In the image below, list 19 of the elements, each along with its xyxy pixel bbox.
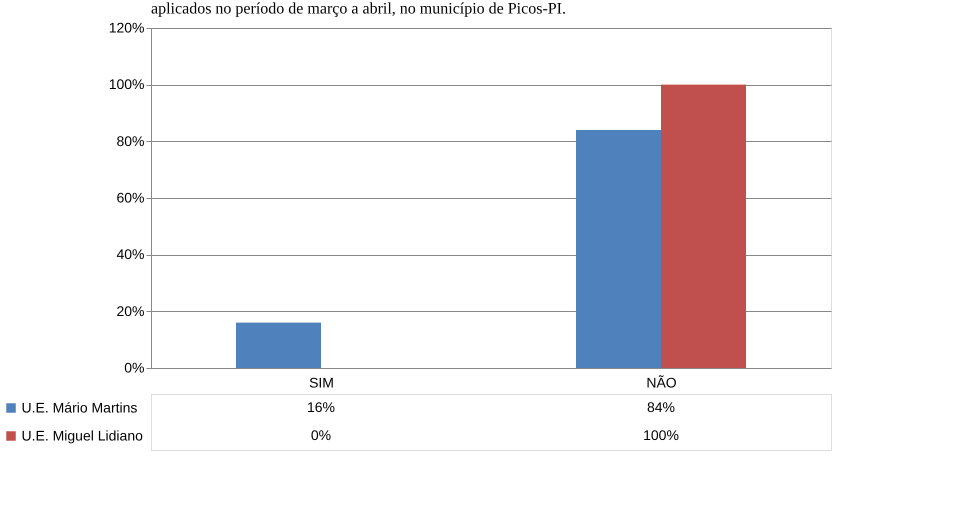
chart-title: aplicados no período de março a abril, no município de Picos-PI. [151,0,566,18]
y-tick-label: 20% [116,302,144,319]
y-tick-label: 120% [108,20,144,36]
data-label: 84% [646,399,676,415]
y-tick-label: 0% [124,360,144,376]
legend-label: U.E. Mário Martins [22,400,138,416]
bar [661,84,746,368]
y-tick-label: 60% [116,190,144,206]
y-tick-label: 100% [108,76,144,92]
legend-label: U.E. Miguel Lidiano [22,428,144,444]
data-label: 16% [306,399,336,415]
data-label: 0% [310,427,332,443]
bar [236,322,321,368]
y-tick-label: 80% [116,132,144,149]
data-label: 100% [643,427,679,443]
x-tick-label: NÃO [646,374,677,390]
y-tick-label: 40% [116,246,144,262]
bar [576,130,661,368]
x-tick-label: SIM [309,374,334,390]
